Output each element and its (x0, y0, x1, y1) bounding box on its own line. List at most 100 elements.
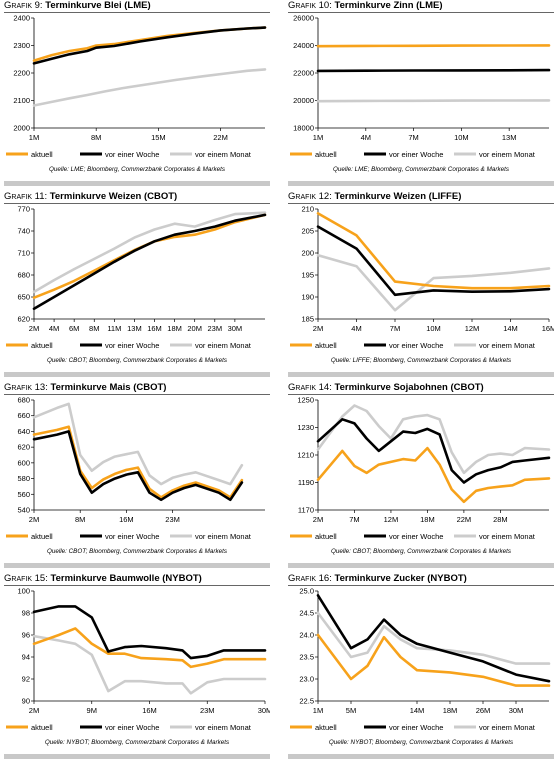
x-tick-label: 7M (408, 133, 418, 142)
series-line (316, 68, 551, 73)
chart-legend: aktuell vor einer Woche vor einem Monat (6, 532, 252, 541)
x-tick-label: 1M (313, 133, 323, 142)
x-tick-label: 1M (29, 133, 39, 142)
y-tick-label: 195 (301, 271, 314, 280)
chart-title: Grafik 15: Terminkurve Baumwolle (NYBOT) (4, 573, 202, 584)
y-tick-label: 770 (17, 205, 30, 214)
series-line (316, 253, 551, 312)
legend-label: vor einer Woche (105, 532, 159, 541)
chart-title: Grafik 13: Terminkurve Mais (CBOT) (4, 382, 166, 393)
chart-title-text: Terminkurve Weizen (CBOT) (47, 191, 178, 202)
x-tick-label: 2M (29, 324, 39, 333)
series-line (32, 627, 267, 669)
y-tick-label: 96 (22, 631, 30, 640)
y-tick-label: 24.0 (299, 631, 314, 640)
line-chart: 2000 2100 2200 2300 2400 1M 8M 15M 22M (13, 14, 267, 142)
title-divider (4, 12, 270, 13)
line-chart: 540 560 580 600 620 640 660 680 2M 8M 16M 23M (17, 396, 265, 524)
x-tick-label: 12M (465, 324, 480, 333)
chart-number: Grafik 9: (4, 0, 43, 11)
title-divider (288, 203, 554, 204)
legend-label: vor einem Monat (479, 532, 536, 541)
x-tick-label: 16M (542, 324, 554, 333)
chart-legend: aktuell vor einer Woche vor einem Monat (290, 723, 536, 732)
series-line (316, 99, 551, 103)
chart-title: Grafik 16: Terminkurve Zucker (NYBOT) (288, 573, 467, 584)
legend-label: vor einer Woche (389, 532, 443, 541)
line-chart: 1170 1190 1210 1230 1250 2M 7M 12M 18M 22M 28M (297, 396, 551, 524)
x-tick-label: 16M (142, 706, 157, 715)
x-tick-label: 14M (503, 324, 518, 333)
chart-source: Quelle: NYBOT; Bloomberg, Commerzbank Co… (44, 739, 230, 746)
y-tick-label: 740 (17, 227, 30, 236)
x-tick-label: 5M (346, 706, 356, 715)
chart-source: Quelle: LME; Bloomberg, Commerzbank Corp… (332, 166, 510, 173)
line-chart: 18000 20000 22000 24000 26000 1M 4M 7M 10M 13M (293, 14, 551, 142)
y-tick-label: 22.5 (299, 697, 314, 706)
chart-panel: Grafik 14: Terminkurve Sojabohnen (CBOT)… (288, 382, 554, 571)
x-tick-label: 23M (165, 515, 180, 524)
title-divider (288, 394, 554, 395)
x-tick-label: 10M (454, 133, 469, 142)
legend-label: vor einem Monat (195, 341, 252, 350)
panel-divider (288, 372, 554, 377)
series-line (32, 634, 267, 695)
line-chart: 185 190 195 200 205 210 2M 4M 7M 10M 12M 14M 16M (301, 205, 554, 333)
x-tick-label: 16M (119, 515, 134, 524)
chart-source: Quelle: LIFFE; Bloomberg, Commerzbank Co… (330, 357, 512, 364)
chart-source: Quelle: CBOT; Bloomberg, Commerzbank Cor… (330, 548, 512, 555)
legend-label: aktuell (31, 723, 53, 732)
chart-title-text: Terminkurve Blei (LME) (42, 0, 151, 11)
y-tick-label: 2400 (13, 14, 30, 23)
legend-label: vor einem Monat (479, 341, 536, 350)
legend-label: aktuell (315, 532, 337, 541)
y-tick-label: 2100 (13, 96, 30, 105)
y-tick-label: 1230 (297, 423, 314, 432)
x-tick-label: 9M (87, 706, 97, 715)
x-tick-label: 2M (29, 515, 39, 524)
legend-label: vor einem Monat (195, 723, 252, 732)
series-line (316, 417, 551, 484)
x-tick-label: 4M (49, 324, 59, 333)
y-tick-label: 24.5 (299, 609, 314, 618)
line-chart: 620 650 680 710 740 770 2M 4M 6M 8M 11M 13M 16M 18M 20… (17, 205, 267, 333)
chart-number: Grafik 14: (288, 382, 332, 393)
x-tick-label: 1M (313, 706, 323, 715)
x-tick-label: 8M (89, 324, 99, 333)
x-tick-label: 6M (69, 324, 79, 333)
series-line (32, 211, 267, 294)
panel-divider (4, 181, 270, 186)
legend-label: vor einer Woche (389, 341, 443, 350)
series-line (32, 26, 267, 65)
y-tick-label: 600 (17, 458, 30, 467)
y-tick-label: 1170 (298, 506, 314, 515)
chart-number: Grafik 10: (288, 0, 332, 11)
chart-legend: aktuell vor einer Woche vor einem Monat (290, 341, 536, 350)
x-tick-label: 8M (75, 515, 85, 524)
x-tick-label: 12M (384, 515, 399, 524)
y-tick-label: 23.5 (299, 653, 314, 662)
x-tick-label: 22M (457, 515, 472, 524)
chart-title-text: Terminkurve Weizen (LIFFE) (331, 191, 462, 202)
chart-source: Quelle: NYBOT; Bloomberg, Commerzbank Co… (328, 739, 514, 746)
y-tick-label: 1190 (298, 478, 314, 487)
x-tick-label: 15M (151, 133, 166, 142)
series-line (32, 430, 244, 502)
y-tick-label: 1250 (297, 396, 314, 405)
chart-source: Quelle: CBOT; Bloomberg, Commerzbank Cor… (46, 548, 228, 555)
chart-title: Grafik 14: Terminkurve Sojabohnen (CBOT) (288, 382, 484, 393)
chart-title: Grafik 10: Terminkurve Zinn (LME) (288, 0, 443, 11)
y-tick-label: 26000 (293, 14, 314, 23)
y-tick-label: 90 (22, 697, 30, 706)
panel-divider (4, 372, 270, 377)
y-tick-label: 2200 (13, 69, 30, 78)
x-tick-label: 4M (361, 133, 371, 142)
legend-label: vor einer Woche (105, 341, 159, 350)
chart-legend: aktuell vor einer Woche vor einem Monat (290, 150, 536, 159)
chart-title-text: Terminkurve Mais (CBOT) (47, 382, 167, 393)
y-tick-label: 18000 (293, 124, 314, 133)
series-line (316, 611, 551, 665)
chart-number: Grafik 15: (4, 573, 48, 584)
series-line (316, 212, 551, 290)
y-tick-label: 680 (17, 396, 30, 405)
